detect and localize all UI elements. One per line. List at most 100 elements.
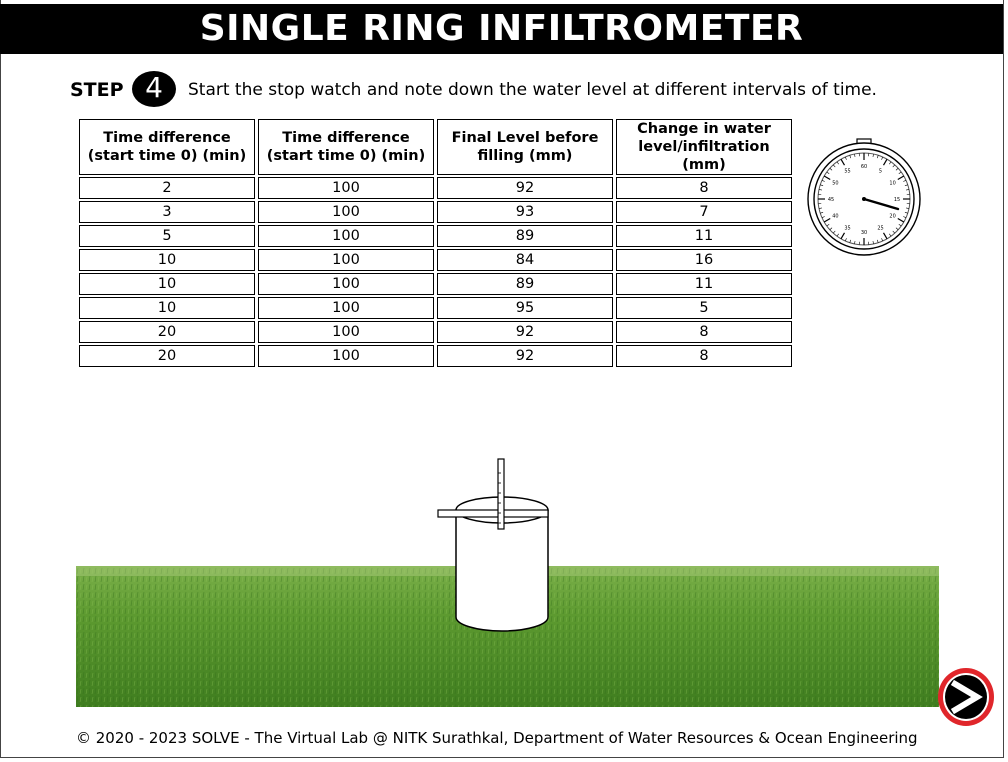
table-cell: 5 [79, 225, 255, 247]
table-cell: 100 [258, 225, 434, 247]
header-line: Final Level before [451, 130, 599, 146]
stopwatch-dial-label: 50 [832, 181, 838, 187]
stopwatch-tick [832, 164, 836, 168]
stopwatch-tick [898, 171, 902, 174]
stopwatch-tick [820, 212, 824, 214]
table-cell: 20 [79, 345, 255, 367]
table-cell: 8 [616, 345, 792, 367]
next-arrow-icon [950, 679, 983, 715]
stopwatch-tick [821, 216, 825, 218]
stopwatch-tick [892, 230, 896, 234]
table-cell: 20 [79, 321, 255, 343]
stopwatch-tick [895, 227, 899, 231]
stopwatch-tick [872, 240, 874, 245]
table-row: 2 100 92 8 [79, 177, 792, 199]
stopwatch-tick [904, 212, 908, 214]
stopwatch-icon[interactable]: 60 5 10 15 20 25 30 35 40 45 50 55 [805, 138, 925, 256]
page-title: SINGLE RING INFILTROMETER [0, 4, 1003, 54]
next-button-inner [943, 673, 989, 721]
table-cell: 11 [616, 273, 792, 295]
table-cell: 93 [437, 201, 613, 223]
stopwatch-tick [818, 189, 823, 191]
table-cell: 2 [79, 177, 255, 199]
header-line: Time difference [103, 130, 231, 146]
stopwatch-tick [836, 161, 839, 165]
stopwatch-tick [889, 233, 892, 237]
table-cell: 7 [616, 201, 792, 223]
header-line: (mm) [682, 157, 726, 173]
stopwatch-tick [818, 207, 823, 209]
stopwatch-tick [892, 164, 896, 168]
column-header-final-level: Final Level before filling (mm) [437, 119, 613, 175]
footer-copyright: © 2020 - 2023 SOLVE - The Virtual Lab @ … [76, 729, 918, 747]
stopwatch-dial-labels: 60 5 10 15 20 25 30 35 40 45 50 55 [828, 164, 900, 236]
table-cell: 100 [258, 321, 434, 343]
stopwatch-tick [905, 189, 910, 191]
stopwatch-tick [823, 175, 831, 181]
stopwatch-dial-label: 10 [889, 181, 895, 187]
table-cell: 100 [258, 297, 434, 319]
stopwatch-tick [881, 238, 883, 242]
table-row: 10 100 89 11 [79, 273, 792, 295]
header-line: Time difference [282, 130, 410, 146]
stopwatch-tick [820, 184, 824, 186]
table-row: 3 100 93 7 [79, 201, 792, 223]
stopwatch-tick [897, 175, 905, 181]
table-row: 20 100 92 8 [79, 345, 792, 367]
table-cell: 84 [437, 249, 613, 271]
table-cell: 89 [437, 225, 613, 247]
table-header-row: Time difference (start time 0) (min) Tim… [79, 119, 792, 175]
stopwatch-tick [840, 158, 846, 166]
stopwatch-tick [823, 217, 831, 223]
stopwatch-dial-label: 5 [879, 168, 882, 174]
stopwatch-tick [877, 155, 879, 159]
table-cell: 92 [437, 177, 613, 199]
table-row: 10 100 84 16 [79, 249, 792, 271]
table-cell: 100 [258, 177, 434, 199]
stopwatch-tick [840, 232, 846, 240]
stopwatch-tick [849, 155, 851, 159]
header-line: Change in water [637, 121, 771, 137]
table-cell: 10 [79, 273, 255, 295]
table-cell: 3 [79, 201, 255, 223]
table-cell: 92 [437, 345, 613, 367]
table-cell: 92 [437, 321, 613, 343]
stopwatch-tick [836, 233, 839, 237]
stopwatch-tick [849, 239, 851, 243]
step-label: STEP [70, 79, 124, 101]
stopwatch-dial-label: 15 [894, 197, 900, 203]
stopwatch-tick [821, 180, 825, 182]
stopwatch-tick [897, 217, 905, 223]
table-cell: 95 [437, 297, 613, 319]
stopwatch-tick [882, 158, 888, 166]
table-cell: 16 [616, 249, 792, 271]
step-instruction: Start the stop watch and note down the w… [188, 80, 877, 100]
table-cell: 11 [616, 225, 792, 247]
stopwatch-dial-label: 55 [844, 168, 850, 174]
table-cell: 8 [616, 177, 792, 199]
stopwatch-dial-label: 60 [861, 164, 867, 170]
column-header-change-in-level: Change in water level/infiltration (mm) [616, 119, 792, 175]
table-cell: 100 [258, 273, 434, 295]
stopwatch-tick [905, 207, 910, 209]
stopwatch-tick [854, 240, 856, 245]
step-number-badge: 4 [132, 71, 176, 107]
stopwatch-tick [889, 161, 892, 165]
header-line: (start time 0) (min) [87, 148, 247, 164]
stopwatch-tick [903, 216, 907, 218]
stopwatch-tick [845, 238, 847, 242]
stopwatch-ticks [818, 153, 910, 245]
next-button[interactable] [938, 668, 994, 726]
reference-bar [437, 509, 549, 518]
header-line: (start time 0) (min) [266, 148, 426, 164]
table-row: 20 100 92 8 [79, 321, 792, 343]
stopwatch-hand [862, 197, 900, 211]
stopwatch-tick [872, 153, 874, 158]
stopwatch-tick [903, 180, 907, 182]
column-header-time-difference-1: Time difference (start time 0) (min) [79, 119, 255, 175]
stopwatch-dial-label: 45 [828, 197, 834, 203]
table-cell: 100 [258, 345, 434, 367]
header-line: level/infiltration [638, 139, 770, 155]
column-header-time-difference-2: Time difference (start time 0) (min) [258, 119, 434, 175]
header-line: filling (mm) [477, 148, 573, 164]
